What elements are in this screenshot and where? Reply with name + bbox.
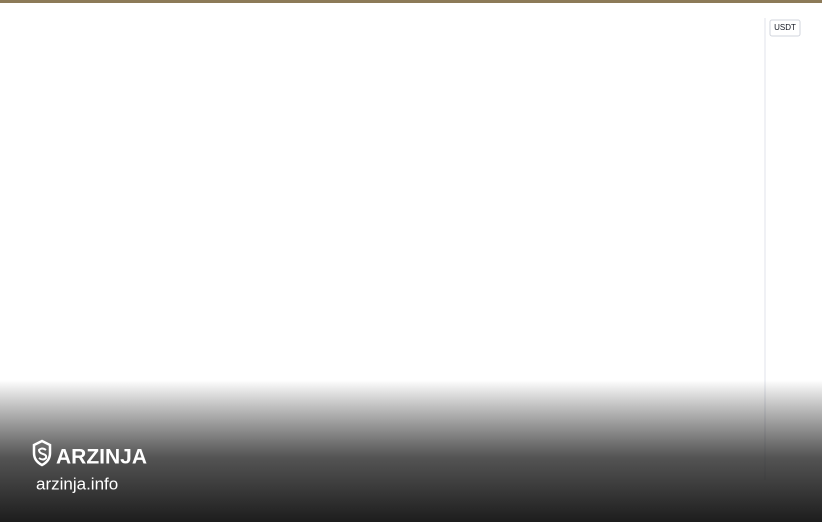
logo xyxy=(32,439,52,467)
site: arzinja.info xyxy=(36,474,118,493)
bottom-shade xyxy=(0,380,822,522)
brand: ARZINJA xyxy=(56,446,147,469)
currency-box xyxy=(769,19,801,37)
top-bar xyxy=(0,0,822,3)
currency: USDT xyxy=(774,23,796,32)
